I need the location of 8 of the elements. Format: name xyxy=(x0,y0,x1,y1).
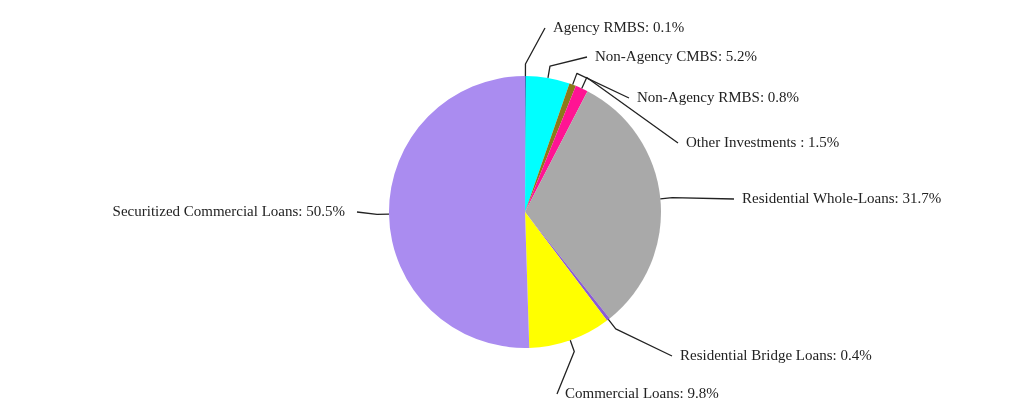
slice-label: Non-Agency CMBS: 5.2% xyxy=(595,47,758,64)
slice-label: Other Investments : 1.5% xyxy=(686,133,840,150)
slice-label: Commercial Loans: 9.8% xyxy=(565,384,719,401)
slice-label: Securitized Commercial Loans: 50.5% xyxy=(112,202,345,219)
slice-label: Residential Whole-Loans: 31.7% xyxy=(742,189,942,206)
slice-label: Agency RMBS: 0.1% xyxy=(553,18,685,35)
slice-label: Non-Agency RMBS: 0.8% xyxy=(637,88,800,105)
slice-label: Residential Bridge Loans: 0.4% xyxy=(680,346,872,363)
